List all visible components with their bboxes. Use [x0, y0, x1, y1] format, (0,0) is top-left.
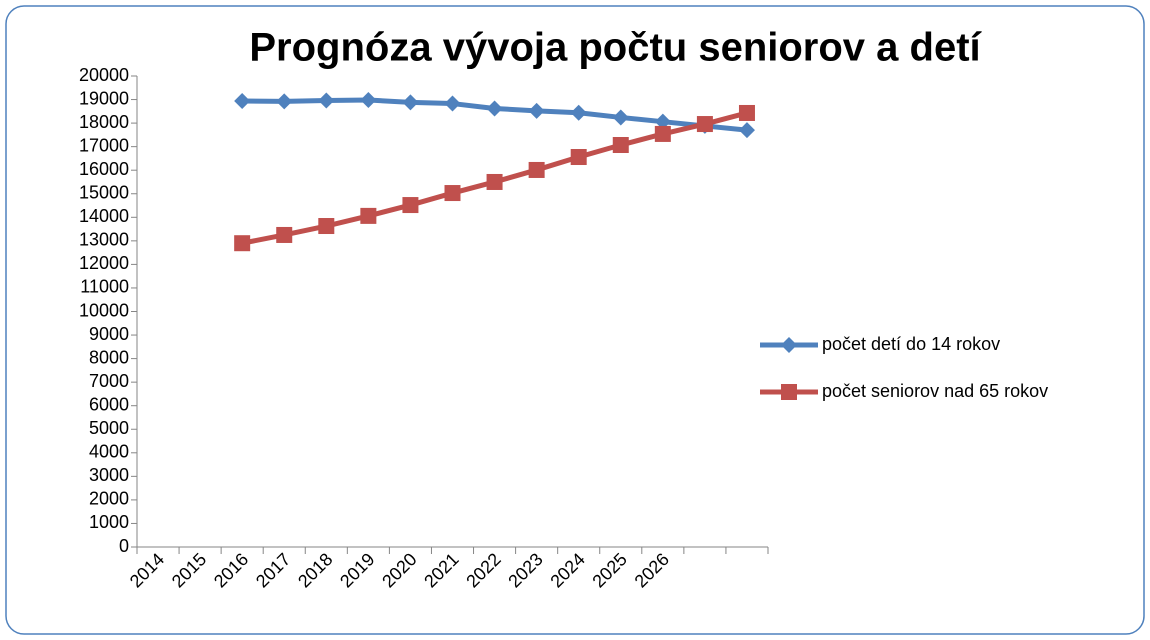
data-point [612, 137, 629, 154]
data-point [444, 95, 461, 112]
data-point [276, 226, 293, 243]
data-point [234, 92, 251, 109]
y-tick-label: 17000 [79, 135, 129, 155]
data-point [570, 149, 587, 166]
data-point [528, 102, 545, 119]
y-tick-label: 2000 [89, 489, 129, 509]
data-point [360, 92, 377, 109]
legend-label: počet detí do 14 rokov [822, 334, 1000, 354]
y-tick-label: 5000 [89, 418, 129, 438]
y-tick-label: 8000 [89, 347, 129, 367]
data-point [444, 185, 461, 202]
y-tick-label: 19000 [79, 88, 129, 108]
data-point [360, 207, 377, 224]
data-point [402, 94, 419, 111]
legend-marker [781, 337, 797, 353]
data-point [318, 218, 335, 235]
chart-frame [5, 5, 1145, 635]
y-tick-label: 3000 [89, 465, 129, 485]
data-point [654, 113, 671, 130]
data-point [570, 104, 587, 121]
y-tick-label: 6000 [89, 394, 129, 414]
y-tick-label: 1000 [89, 512, 129, 532]
y-tick-label: 16000 [79, 159, 129, 179]
data-point [612, 109, 629, 126]
data-point [696, 116, 713, 133]
y-tick-label: 13000 [79, 230, 129, 250]
data-point [654, 125, 671, 142]
data-point [276, 93, 293, 110]
data-point [486, 100, 503, 117]
data-point [234, 235, 251, 252]
y-tick-label: 14000 [79, 206, 129, 226]
data-point [528, 161, 545, 178]
y-tick-label: 7000 [89, 371, 129, 391]
data-point [738, 104, 755, 121]
data-point [318, 92, 335, 109]
data-point [738, 122, 755, 139]
data-point [402, 197, 419, 214]
chart-title: Prognóza vývoja počtu seniorov a detí [249, 26, 982, 70]
y-tick-label: 9000 [89, 324, 129, 344]
data-point [486, 173, 503, 190]
legend-marker [781, 384, 797, 400]
y-tick-label: 20000 [79, 65, 129, 85]
y-tick-label: 0 [119, 536, 129, 556]
y-tick-label: 18000 [79, 112, 129, 132]
y-tick-label: 11000 [80, 277, 129, 297]
y-tick-label: 12000 [79, 253, 129, 273]
legend-label: počet seniorov nad 65 rokov [822, 381, 1048, 401]
y-tick-label: 15000 [79, 183, 129, 203]
y-tick-label: 10000 [79, 300, 129, 320]
y-tick-label: 4000 [89, 442, 129, 462]
